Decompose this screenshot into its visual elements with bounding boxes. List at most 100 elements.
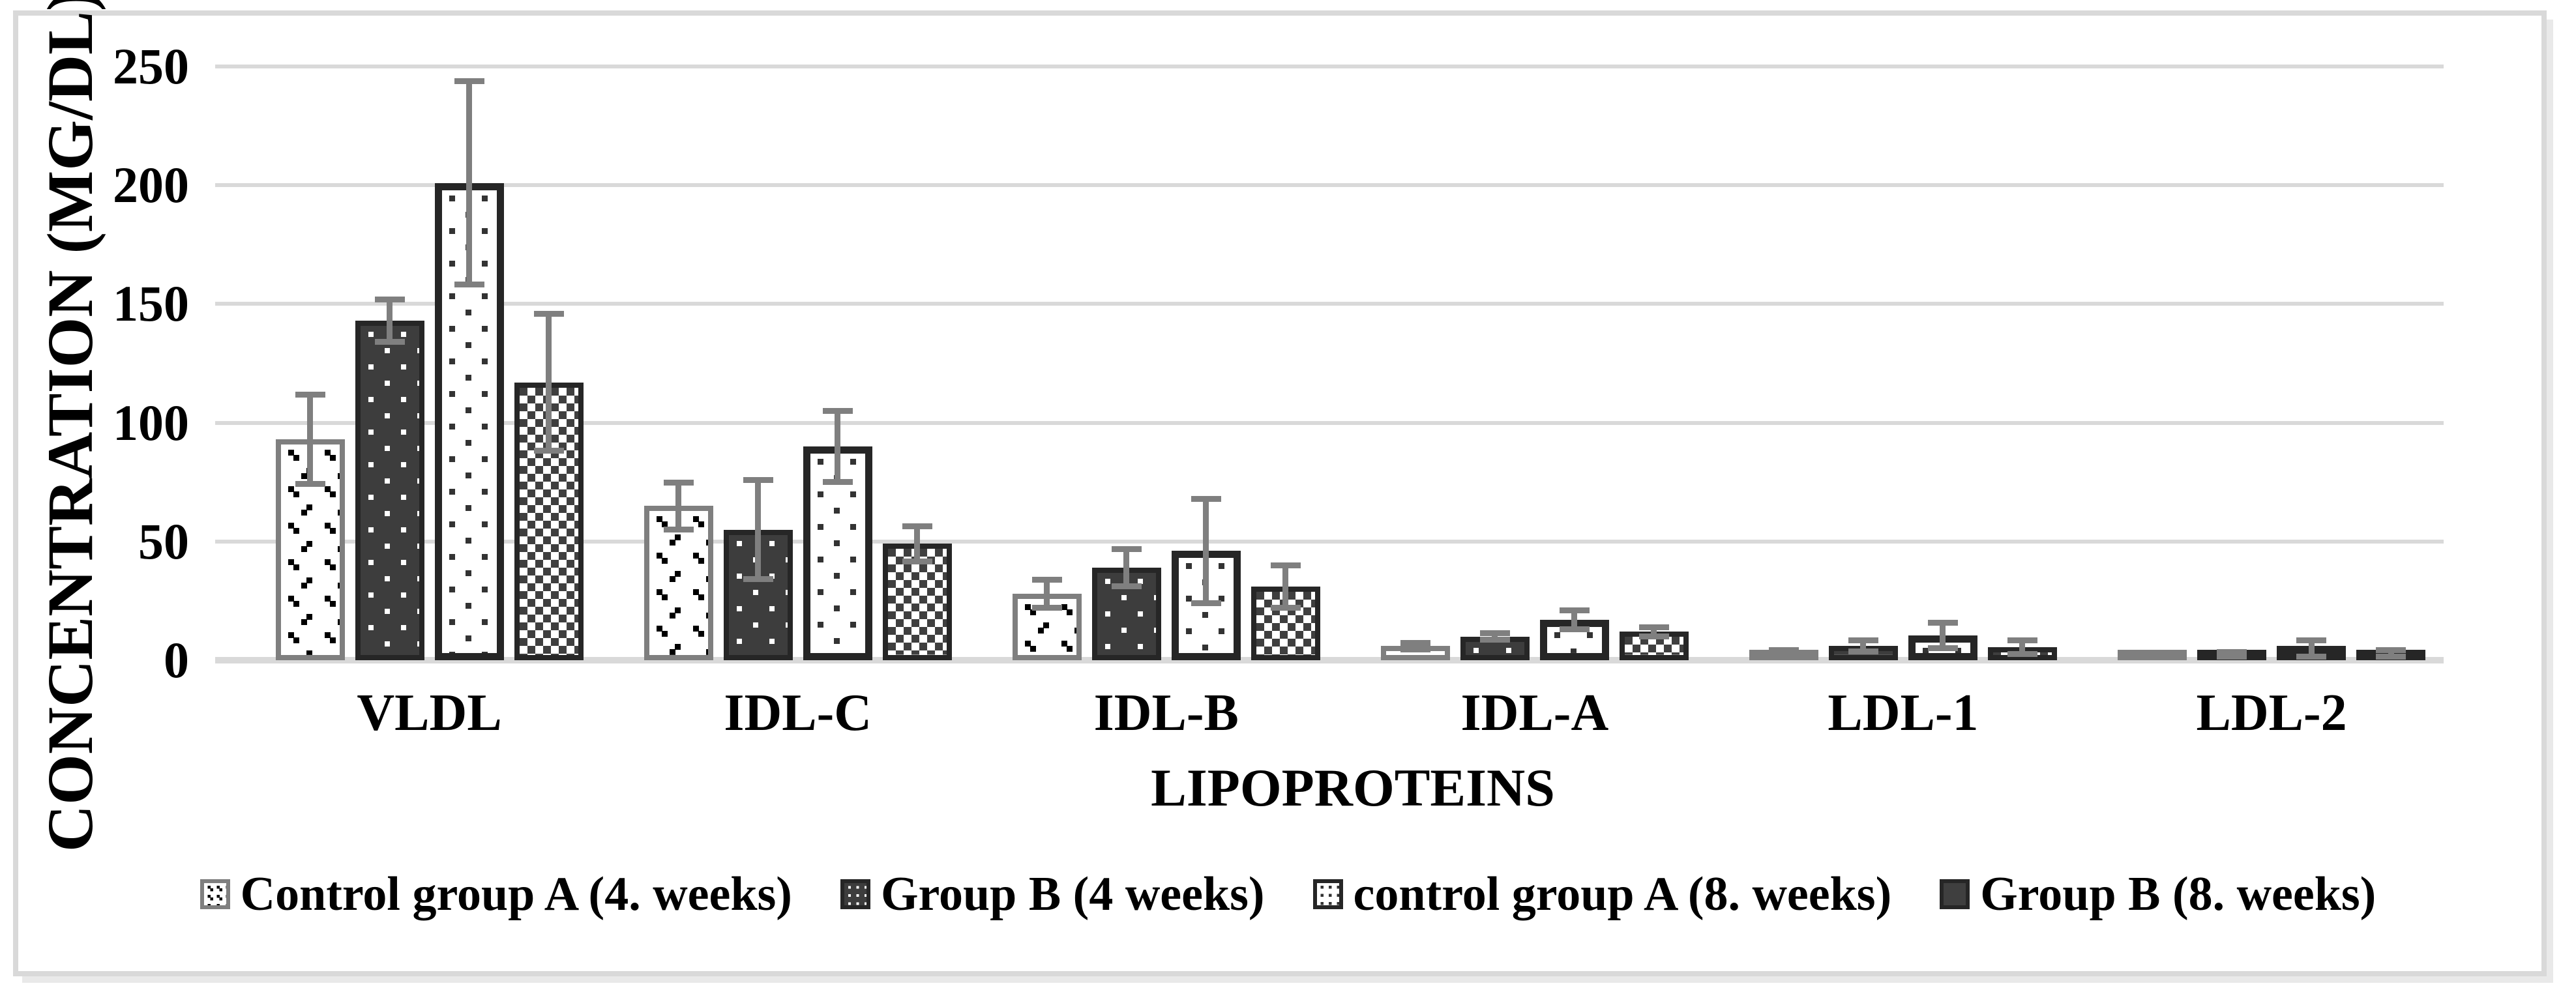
- plot-area: [215, 65, 2444, 663]
- legend: Control group A (4. weeks) Group B (4 wee…: [0, 862, 2576, 927]
- error-bar-cap-top: [1768, 647, 1799, 653]
- error-bar-cap-top: [2296, 637, 2327, 644]
- error-bar-stem: [1651, 626, 1657, 637]
- bar-pattern-fill: [649, 511, 708, 655]
- y-tick-label-0: 0: [164, 632, 189, 688]
- error-bar-cap-bottom: [2296, 653, 2327, 660]
- y-tick-label-200: 200: [113, 156, 189, 214]
- error-bar-stem: [1282, 565, 1289, 608]
- error-bar-stem: [914, 526, 921, 562]
- error-bar-cap-top: [2007, 637, 2037, 644]
- error-bar-stem: [1492, 633, 1498, 641]
- legend-swatch-series1: [200, 879, 230, 909]
- error-bar-cap-top: [2217, 649, 2247, 656]
- gridline-150: [215, 302, 2444, 306]
- error-bar-stem: [546, 313, 552, 452]
- error-bar-cap-bottom: [1400, 646, 1430, 652]
- bar-IDL-B-series2: [1091, 567, 1161, 660]
- bar-pattern-fill: [810, 454, 865, 653]
- error-bar-cap-top: [1479, 630, 1510, 637]
- error-bar-stem: [2019, 640, 2026, 654]
- x-tick-label-IDL-A: IDL-A: [1460, 684, 1609, 742]
- y-tick-label-250: 250: [113, 38, 189, 95]
- error-bar-stem: [466, 80, 473, 285]
- error-bar-cap-top: [1031, 577, 1062, 583]
- gridline-100: [215, 420, 2444, 425]
- error-bar-stem: [1571, 610, 1578, 630]
- error-bar-stem: [1203, 499, 1209, 604]
- bar-IDL-C-series2: [723, 529, 793, 660]
- gridline-250: [215, 65, 2444, 68]
- x-tick-label-IDL-C: IDL-C: [724, 684, 872, 742]
- bar-VLDL-series2: [355, 320, 424, 660]
- error-bar-cap-top: [1111, 546, 1142, 552]
- legend-swatch-pattern: [1316, 883, 1339, 905]
- legend-label-series3: control group A (8. weeks): [1353, 867, 1892, 921]
- error-bar-cap-bottom: [822, 478, 853, 485]
- error-bar-cap-bottom: [533, 448, 564, 454]
- legend-item-series1: Control group A (4. weeks): [200, 867, 792, 922]
- x-tick-label-IDL-B: IDL-B: [1093, 684, 1239, 742]
- bar-pattern-fill: [887, 549, 947, 655]
- error-bar-cap-top: [902, 523, 932, 530]
- error-bar-cap-bottom: [374, 338, 405, 345]
- error-bar-cap-top: [663, 479, 694, 486]
- legend-item-series3: control group A (8. weeks): [1312, 867, 1892, 922]
- error-bar-cap-top: [374, 297, 405, 303]
- error-bar-cap-bottom: [1927, 645, 1958, 651]
- legend-swatch-series2: [840, 879, 870, 909]
- error-bar-cap-top: [1191, 496, 1221, 502]
- x-tick-label-LDL-1: LDL-1: [1828, 684, 1979, 742]
- gridline-50: [215, 539, 2444, 544]
- error-bar-cap-bottom: [2217, 653, 2247, 660]
- y-tick-label-50: 50: [138, 512, 189, 570]
- error-bar-stem: [675, 482, 682, 530]
- error-bar-stem: [2308, 640, 2315, 657]
- error-bar-cap-top: [1848, 637, 1878, 644]
- error-bar-cap-top: [2376, 647, 2406, 653]
- error-bar-cap-top: [1559, 607, 1590, 614]
- gridline-200: [215, 183, 2444, 188]
- error-bar-stem: [755, 480, 762, 580]
- error-bar-stem: [835, 411, 841, 482]
- error-bar-stem: [1044, 579, 1050, 608]
- legend-label-series1: Control group A (4. weeks): [240, 867, 792, 921]
- error-bar-cap-bottom: [1638, 633, 1669, 639]
- error-bar-cap-bottom: [902, 558, 932, 564]
- error-bar-cap-top: [1270, 562, 1301, 569]
- legend-swatch-pattern: [1944, 883, 1966, 905]
- legend-swatch-pattern: [203, 883, 226, 905]
- bar-pattern-fill: [1624, 637, 1683, 655]
- error-bar-cap-bottom: [1768, 650, 1799, 657]
- legend-item-series4: Group B (8. weeks): [1940, 867, 2376, 922]
- x-axis-title: LIPOPROTEINS: [1151, 758, 1555, 817]
- error-bar-cap-bottom: [1191, 600, 1221, 606]
- error-bar-cap-bottom: [454, 282, 484, 288]
- error-bar-cap-bottom: [1559, 626, 1590, 632]
- error-bar-cap-bottom: [743, 576, 773, 583]
- legend-label-series4: Group B (8. weeks): [1980, 867, 2376, 921]
- y-tick-label-100: 100: [113, 394, 189, 451]
- error-bar-stem: [2388, 649, 2394, 657]
- x-tick-label-LDL-2: LDL-2: [2196, 684, 2347, 742]
- error-bar-cap-top: [295, 391, 325, 398]
- error-bar-cap-bottom: [295, 481, 325, 488]
- legend-label-series2: Group B (4 weeks): [880, 867, 1265, 921]
- error-bar-stem: [1940, 622, 1946, 648]
- error-bar-cap-bottom: [1848, 648, 1878, 655]
- gridline-0: [215, 657, 2444, 663]
- x-tick-label-VLDL: VLDL: [357, 684, 502, 742]
- bar-VLDL-series4: [514, 382, 584, 660]
- error-bar-cap-top: [533, 310, 564, 317]
- error-bar-cap-top: [454, 78, 484, 84]
- error-bar-cap-bottom: [663, 526, 694, 532]
- bar-IDL-C-series1: [644, 506, 713, 660]
- legend-swatch-series3: [1312, 879, 1343, 909]
- error-bar-cap-bottom: [2376, 653, 2406, 660]
- error-bar-stem: [1412, 642, 1419, 650]
- bar-pattern-fill: [1465, 641, 1524, 655]
- legend-swatch-pattern: [844, 883, 866, 905]
- error-bar-stem: [387, 299, 393, 342]
- legend-item-series2: Group B (4 weeks): [840, 867, 1265, 922]
